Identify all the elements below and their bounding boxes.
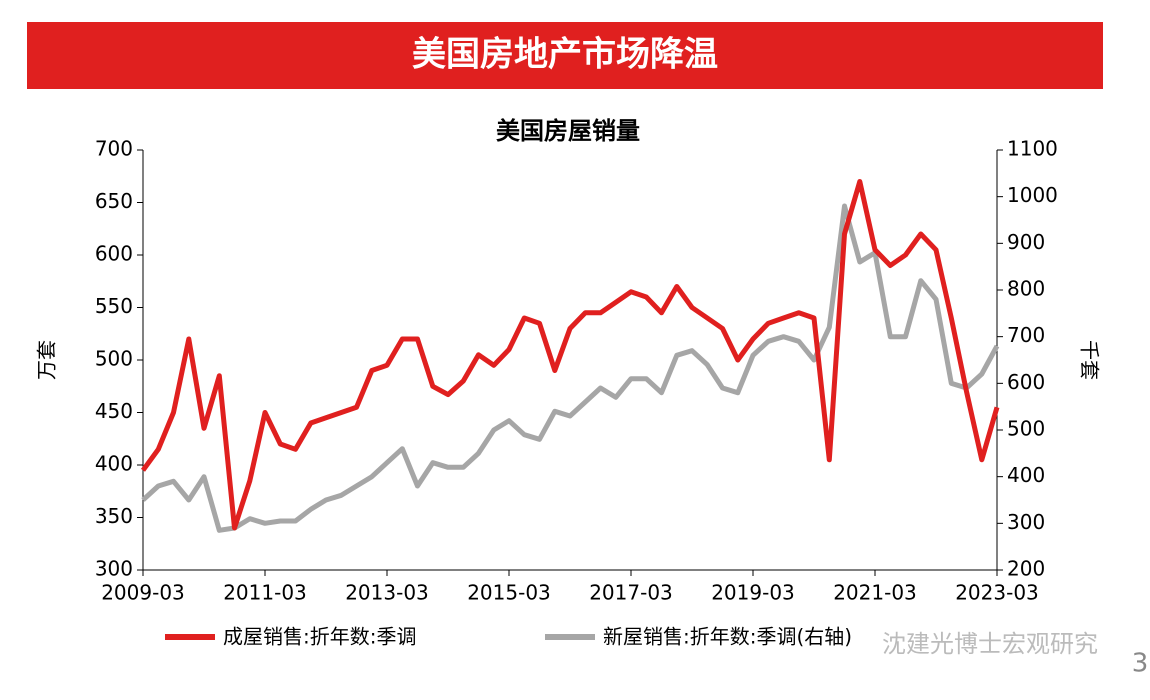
y-tick-label: 300 — [95, 557, 133, 581]
y2-axis-label: 千套 — [1078, 340, 1102, 380]
y2-tick-label: 300 — [1007, 510, 1045, 534]
y-tick-label: 350 — [95, 504, 133, 528]
y2-tick-label: 1100 — [1007, 137, 1058, 161]
y-tick-label: 600 — [95, 242, 133, 266]
legend-label: 新屋销售:折年数:季调(右轴) — [603, 625, 852, 649]
x-tick-label: 2009-03 — [101, 581, 185, 605]
y2-tick-label: 200 — [1007, 557, 1045, 581]
x-tick-label: 2021-03 — [833, 581, 917, 605]
series-line — [140, 179, 1000, 531]
x-tick-label: 2023-03 — [955, 581, 1039, 605]
watermark: 沈建光博士宏观研究 — [882, 630, 1098, 658]
legend-label: 成屋销售:折年数:季调 — [223, 625, 416, 649]
y2-tick-label: 800 — [1007, 277, 1045, 301]
chart-title: 美国房屋销量 — [496, 117, 640, 145]
y-tick-label: 650 — [95, 189, 133, 213]
banner — [27, 22, 1103, 89]
y2-tick-label: 600 — [1007, 370, 1045, 394]
y2-tick-label: 700 — [1007, 323, 1045, 347]
y-tick-label: 700 — [95, 137, 133, 161]
y2-tick-label: 500 — [1007, 417, 1045, 441]
series-line — [141, 203, 1000, 533]
x-tick-label: 2017-03 — [589, 581, 673, 605]
page-number: 3 — [1132, 649, 1149, 679]
y-tick-label: 400 — [95, 452, 133, 476]
x-tick-label: 2011-03 — [223, 581, 307, 605]
x-tick-label: 2019-03 — [711, 581, 795, 605]
y-axis-label: 万套 — [35, 340, 59, 380]
y2-tick-label: 1000 — [1007, 183, 1058, 207]
x-tick-label: 2015-03 — [467, 581, 551, 605]
y-tick-label: 550 — [95, 294, 133, 318]
y-tick-label: 500 — [95, 347, 133, 371]
x-tick-label: 2013-03 — [345, 581, 429, 605]
slide-title: 美国房地产市场降温 — [412, 35, 718, 75]
y2-tick-label: 900 — [1007, 230, 1045, 254]
y-tick-label: 450 — [95, 399, 133, 423]
y2-tick-label: 400 — [1007, 463, 1045, 487]
